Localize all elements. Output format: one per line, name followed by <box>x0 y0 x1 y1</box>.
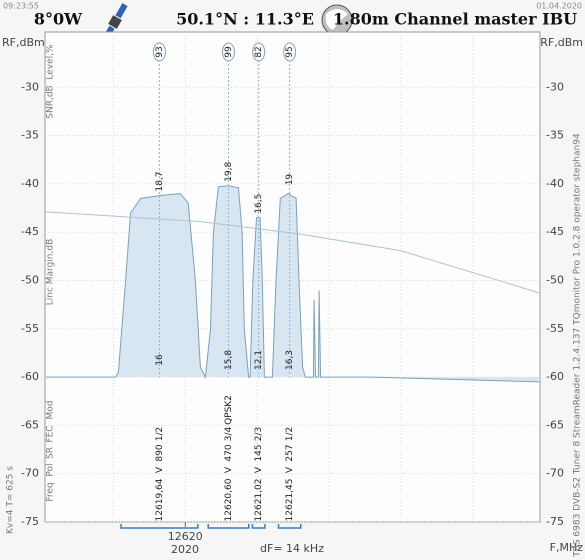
margin-curve <box>45 211 541 294</box>
fec-label: 3/4 <box>224 426 234 441</box>
row-label: Pol <box>46 463 56 476</box>
y-tick-label: -65 <box>21 418 39 431</box>
level-oval <box>283 42 297 62</box>
y-tick-label: -50 <box>21 274 39 287</box>
row-label: SNR,dB <box>46 85 56 118</box>
freq-label: 12619,64 <box>155 478 165 521</box>
x-sublabel: 2020 <box>171 543 199 556</box>
y-tick-label-right: -70 <box>546 467 564 480</box>
pol-label: V <box>254 466 264 473</box>
y-tick-label-right: -35 <box>546 129 564 142</box>
date: 01.04.2020 <box>536 2 582 11</box>
device-label: TBS 6983 DVB-S2 Tuner 8 StreamReader 1.2… <box>573 133 583 558</box>
bandwidth-bracket <box>277 524 302 529</box>
y-tick-label: -75 <box>21 515 39 528</box>
sr-label: 257 <box>285 444 295 461</box>
x-axis-label: F,MHz <box>550 541 584 554</box>
y-tick-label-right: -40 <box>546 177 564 190</box>
bandwidth-bracket <box>251 524 266 529</box>
freq-label: 12621,02 <box>254 479 264 522</box>
spectrum-trace <box>45 185 541 383</box>
snr-label: 16,5 <box>254 194 264 214</box>
level-label: 82 <box>254 46 264 57</box>
sr-label: 145 <box>254 444 264 461</box>
mod-label: QPSK2 <box>224 395 234 425</box>
pol-label: V <box>285 466 295 473</box>
row-label: SR <box>46 447 56 459</box>
pol-label: V <box>224 466 234 473</box>
snr-label: 19 <box>285 174 295 186</box>
level-oval <box>221 42 235 62</box>
y-axis-label-right: RF,dBm <box>540 36 583 49</box>
y-tick-label-right: -60 <box>546 370 564 383</box>
y-tick-label-right: -75 <box>546 515 564 528</box>
y-tick-label: -55 <box>21 322 39 335</box>
level-label: 99 <box>224 46 234 58</box>
settings-label: Kv=4 T= 625 s <box>6 466 16 534</box>
y-tick-label-right: -65 <box>546 418 564 431</box>
sr-label: 470 <box>224 444 234 461</box>
y-tick-label-right: -45 <box>546 225 564 238</box>
pol-label: V <box>155 466 165 473</box>
span-label: dF= 14 kHz <box>260 542 324 555</box>
y-axis-label: RF,dBm <box>2 36 45 49</box>
y-tick-label-right: -30 <box>546 80 564 93</box>
trace-fill <box>45 185 540 382</box>
margin-label: 15,8 <box>224 350 234 370</box>
bandwidth-bracket <box>120 524 199 529</box>
fec-label: 1/2 <box>285 427 295 441</box>
snr-label: 18,7 <box>155 171 165 191</box>
row-label: Level,% <box>46 44 56 80</box>
margin-label: 16 <box>155 354 165 366</box>
y-tick-label-right: -55 <box>546 322 564 335</box>
fec-label: 1/2 <box>155 427 165 441</box>
row-label: Linc Margin,dB <box>46 239 56 306</box>
level-oval <box>152 42 166 62</box>
row-label: FEC <box>46 425 56 442</box>
time: 09:23:55 <box>3 2 39 11</box>
y-tick-label: -35 <box>21 129 39 142</box>
y-tick-label: -30 <box>21 80 39 93</box>
row-label: Mod <box>46 401 56 420</box>
y-tick-label: -45 <box>21 225 39 238</box>
margin-label: 12,1 <box>254 350 264 370</box>
y-tick-label: -70 <box>21 467 39 480</box>
fec-label: 2/3 <box>254 427 264 441</box>
level-label: 95 <box>285 46 295 57</box>
bandwidth-bracket <box>207 524 250 529</box>
margin-label: 16,3 <box>285 350 295 370</box>
row-label: Freq <box>46 482 56 501</box>
level-label: 93 <box>155 46 165 57</box>
dish: 1.80m Channel master IBU <box>333 10 577 29</box>
x-tick-label: 12620 <box>168 530 203 543</box>
freq-label: 12620,60 <box>224 478 234 521</box>
y-tick-label: -60 <box>21 370 39 383</box>
sr-label: 890 <box>155 444 165 461</box>
y-tick-label: -40 <box>21 177 39 190</box>
satellite-position: 8°0W <box>34 10 83 29</box>
location: 50.1°N : 11.3°E <box>176 10 314 29</box>
snr-label: 19,8 <box>224 162 234 182</box>
y-tick-label-right: -50 <box>546 274 564 287</box>
freq-label: 12621,45 <box>285 479 295 522</box>
level-oval <box>252 42 266 62</box>
